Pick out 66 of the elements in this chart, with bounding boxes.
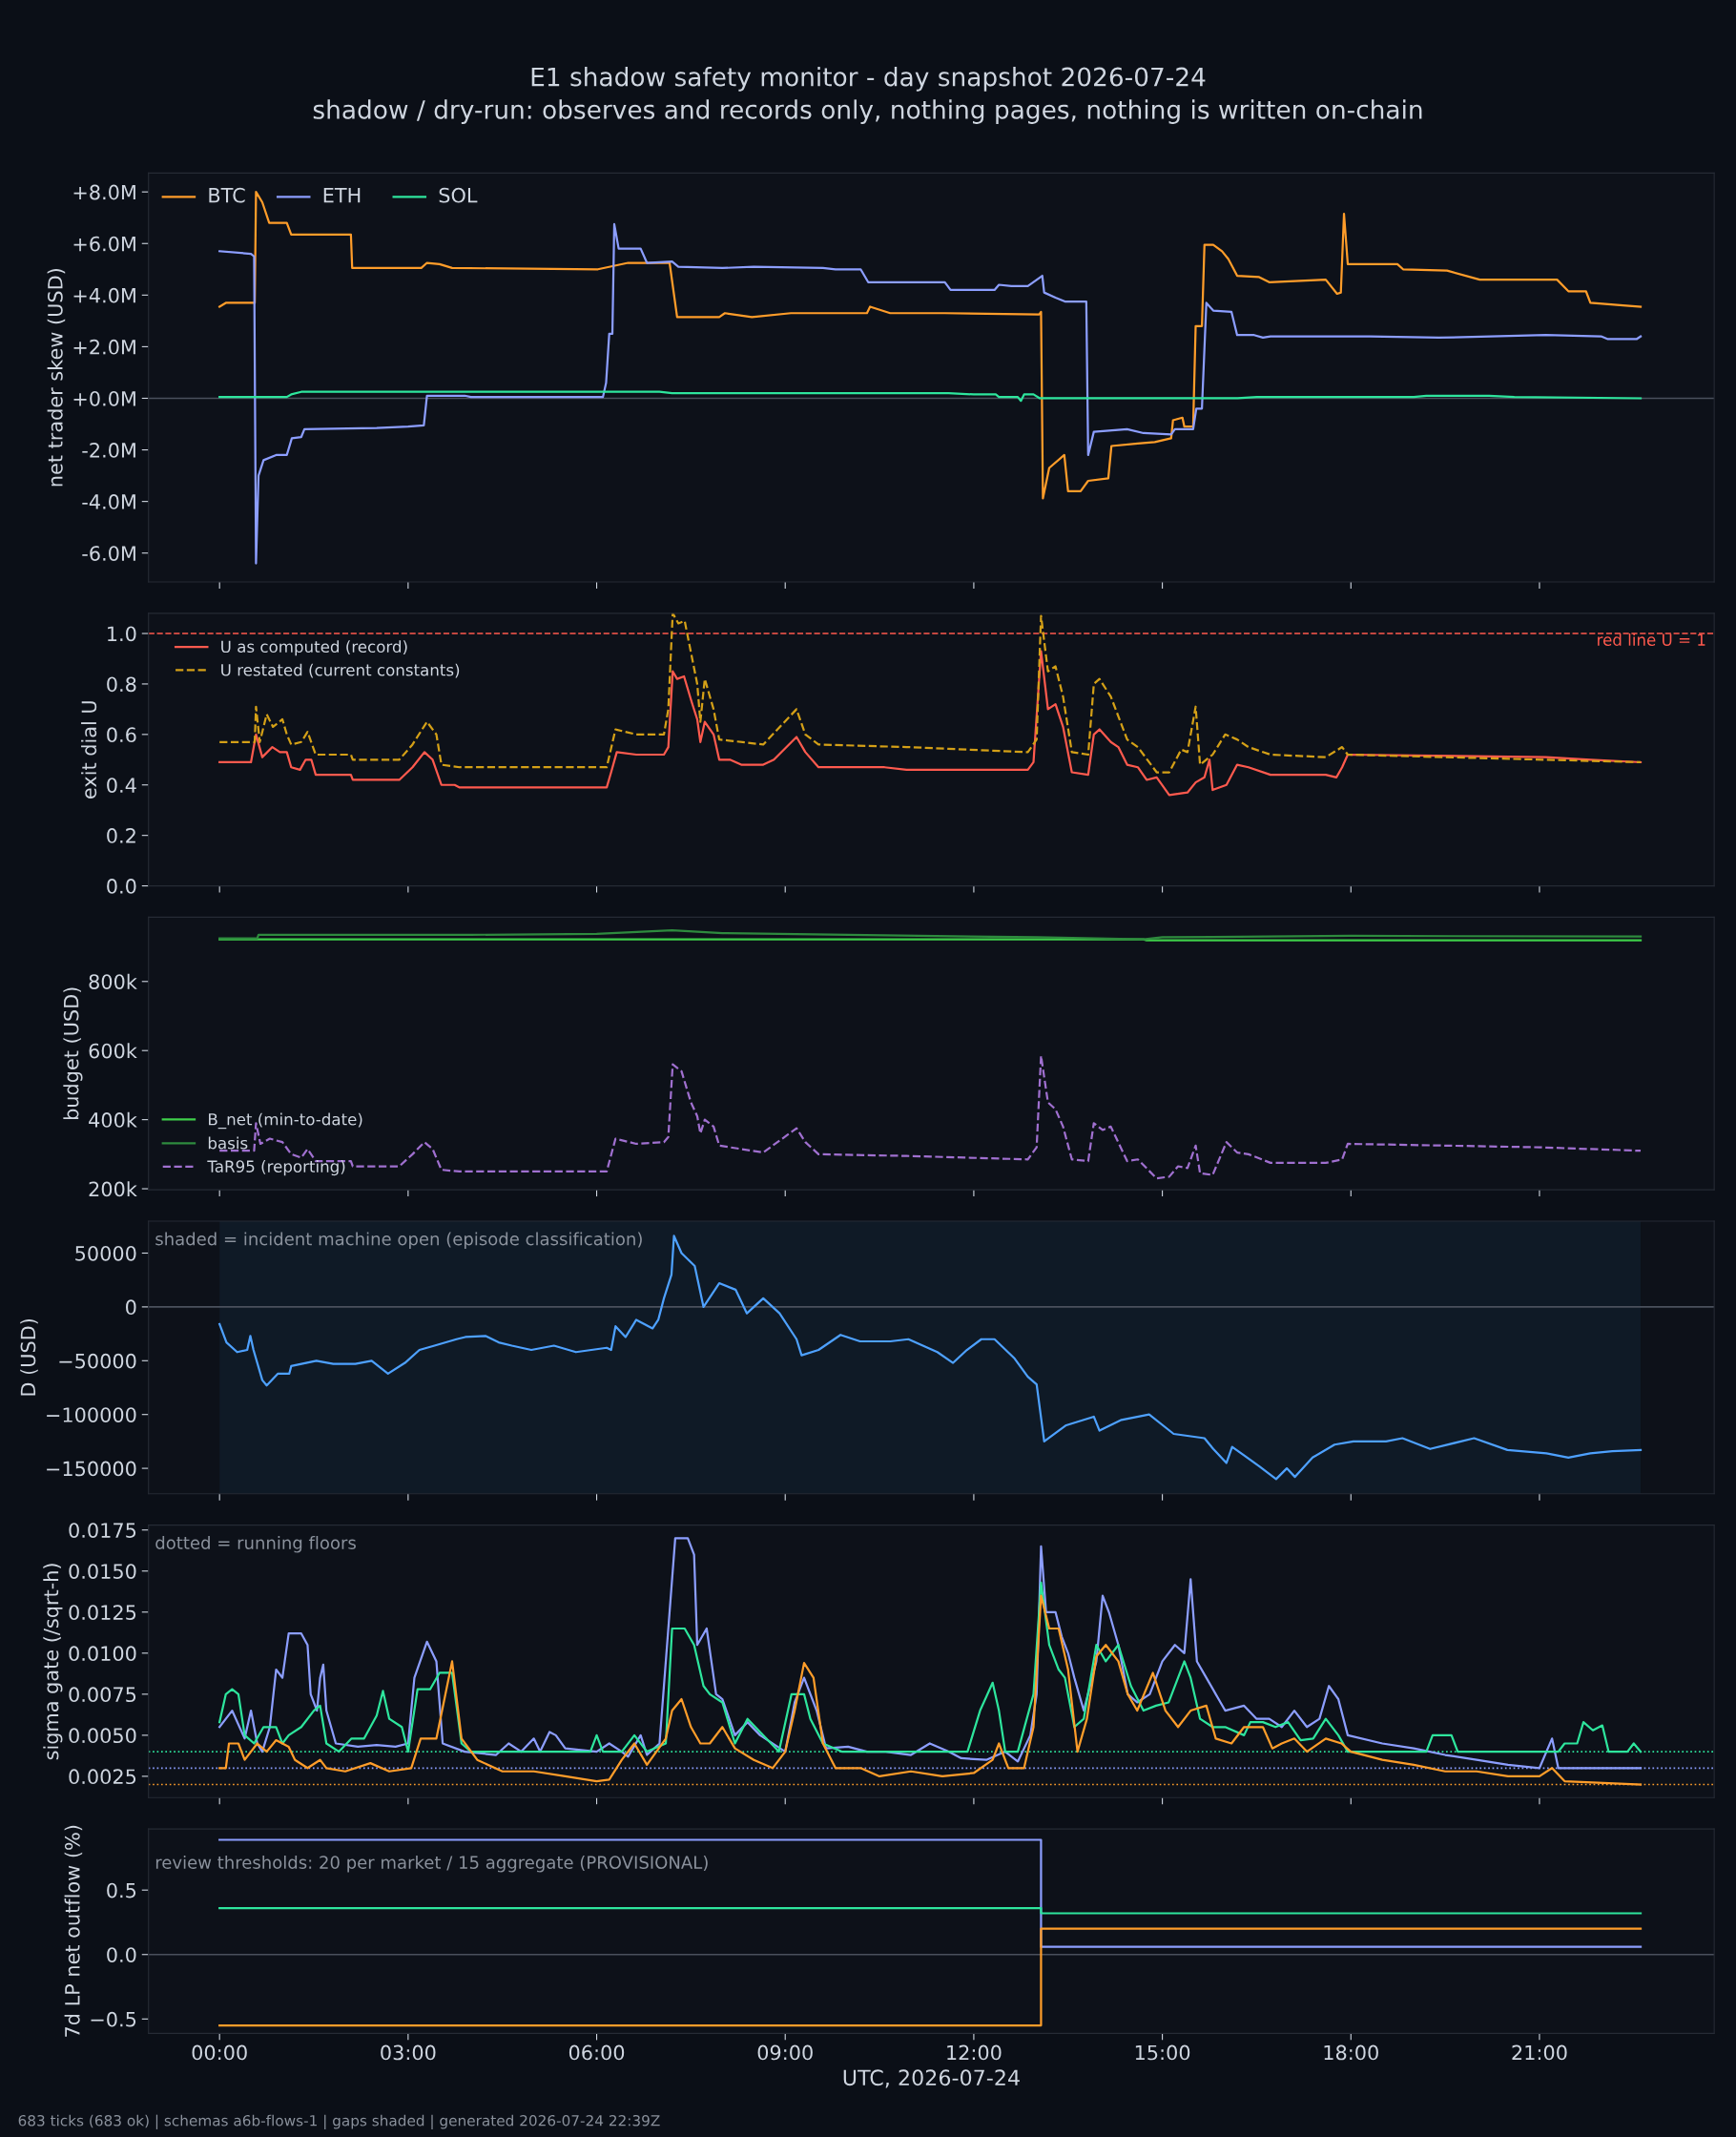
y-tick-label: +2.0M <box>73 339 135 355</box>
annotation: shaded = incident machine open (episode classification) <box>155 1232 642 1249</box>
y-tick-label: +6.0M <box>73 236 135 252</box>
legend-label: TaR95 (reporting) <box>207 1160 345 1176</box>
y-tick-label: 0.0175 <box>69 1523 136 1538</box>
y-axis-title: sigma gate (/sqrt-h) <box>43 1564 63 1760</box>
legend-label: BTC <box>209 187 245 203</box>
y-axis-title: 7d LP net outflow (%) <box>64 1825 83 2037</box>
x-tick-label: 03:00 <box>381 2044 436 2061</box>
legend-label: basis <box>208 1136 248 1150</box>
legend-label: U restated (current constants) <box>221 663 460 678</box>
x-tick-label: 00:00 <box>192 2044 247 2061</box>
y-tick-label: −100000 <box>47 1407 136 1422</box>
y-tick-label: −0.5 <box>91 2011 136 2027</box>
y-tick-label: 0.0075 <box>69 1687 136 1703</box>
y-tick-label: 600k <box>89 1043 137 1059</box>
x-axis-title: UTC, 2026-07-24 <box>843 2069 1020 2088</box>
y-tick-label: 400k <box>89 1111 137 1128</box>
x-tick-label: 18:00 <box>1324 2044 1378 2061</box>
y-axis-title: net trader skew (USD) <box>47 269 66 487</box>
y-tick-label: 200k <box>89 1181 137 1197</box>
y-tick-label: +4.0M <box>73 287 135 303</box>
annotation: dotted = running floors <box>155 1536 356 1553</box>
legend-label: U as computed (record) <box>221 640 407 656</box>
x-tick-label: 12:00 <box>947 2044 1002 2061</box>
y-tick-label: 0.0125 <box>69 1605 136 1620</box>
y-tick-label: 0 <box>126 1299 136 1316</box>
ref-line-label: red line U = 1 <box>1598 633 1705 646</box>
x-tick-label: 06:00 <box>568 2044 625 2061</box>
x-tick-label: 09:00 <box>757 2044 813 2061</box>
y-tick-label: 0.6 <box>107 727 136 743</box>
y-tick-label: 0.8 <box>107 676 136 693</box>
line-series <box>218 390 1643 403</box>
y-tick-label: 0.0025 <box>69 1769 136 1785</box>
legend-label: ETH <box>323 188 361 203</box>
legend-label: B_net (min-to-date) <box>209 1112 362 1130</box>
y-tick-label: 0.0050 <box>69 1728 136 1744</box>
y-tick-label: 0.2 <box>107 828 135 843</box>
y-axis-title: budget (USD) <box>63 987 83 1120</box>
y-tick-label: -4.0M <box>82 494 135 509</box>
y-tick-label: +0.0M <box>73 390 135 406</box>
y-tick-label: 0.5 <box>107 1882 136 1898</box>
y-tick-label: 0.4 <box>107 778 136 793</box>
y-tick-label: 1.0 <box>108 626 136 642</box>
y-tick-label: 0.0 <box>107 879 136 894</box>
y-tick-label: -2.0M <box>82 443 135 458</box>
line-series <box>218 222 1643 565</box>
y-tick-label: -6.0M <box>82 546 135 561</box>
y-tick-label: −150000 <box>47 1461 136 1477</box>
y-tick-label: 0.0150 <box>69 1564 136 1579</box>
y-axis-title: exit dial U <box>81 701 97 799</box>
x-tick-label: 15:00 <box>1135 2044 1190 2061</box>
annotation: review thresholds: 20 per market / 15 aggregate (PROVISIONAL) <box>155 1856 708 1873</box>
line-series <box>218 929 1643 941</box>
chart-subtitle: shadow / dry-run: observes and records only, nothing pages, nothing is written on-chain <box>313 99 1422 124</box>
y-tick-label: +8.0M <box>73 184 135 200</box>
y-tick-label: −50000 <box>59 1353 136 1369</box>
y-tick-label: 0.0100 <box>69 1646 136 1662</box>
y-tick-label: 50000 <box>75 1245 136 1261</box>
chart-title: E1 shadow safety monitor - day snapshot 2026-07-24 <box>531 67 1206 92</box>
y-axis-title: D (USD) <box>20 1318 38 1396</box>
legend-label: SOL <box>439 187 478 203</box>
text: 683 ticks (683 ok) | schemas a6b-flows-1 | gaps shaded | generated 2026-07-24 22:39Z <box>18 2114 660 2129</box>
y-tick-label: 0.0 <box>107 1947 136 1962</box>
y-tick-label: 800k <box>89 973 137 989</box>
x-tick-label: 21:00 <box>1512 2044 1567 2061</box>
